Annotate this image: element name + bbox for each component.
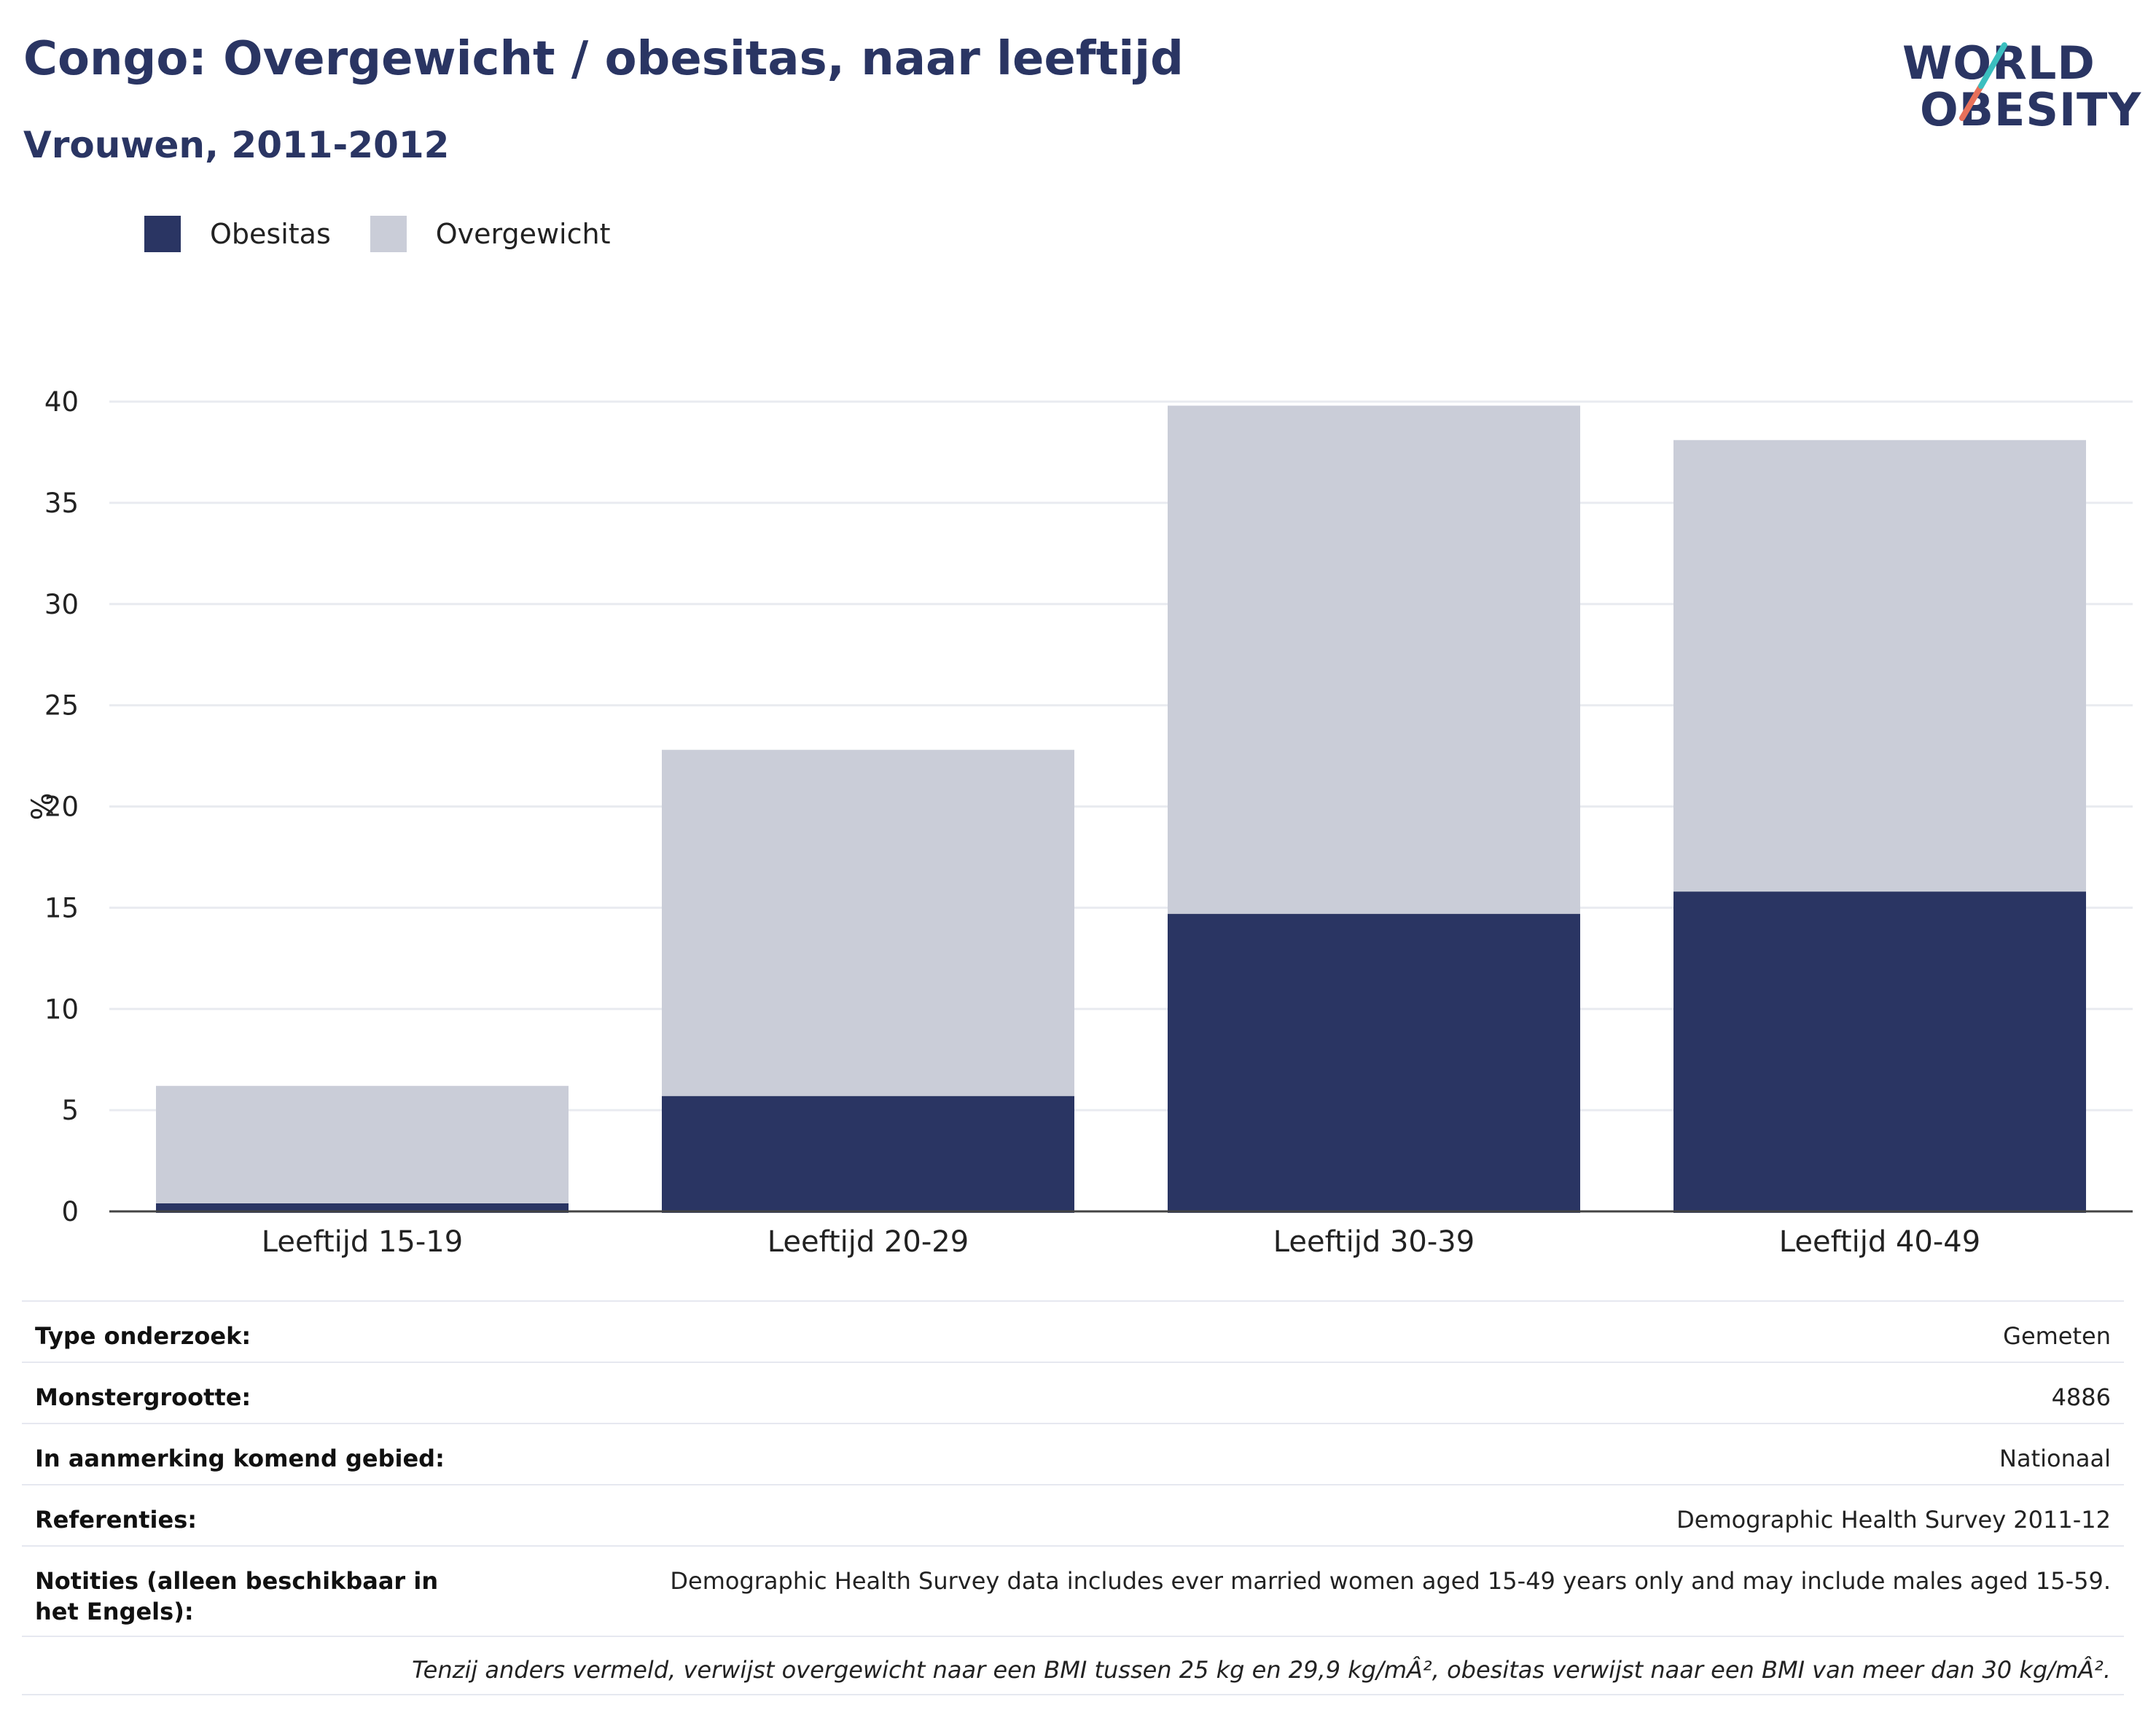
x-tick-label: Leeftijd 15-19 [262, 1225, 463, 1259]
legend-swatch-obesitas [144, 216, 181, 252]
legend-swatch-overgewicht [370, 216, 407, 252]
legend-label-obesitas: Obesitas [210, 218, 331, 250]
legend-item-obesitas[interactable]: Obesitas [144, 216, 331, 252]
info-value: Demographic Health Survey data includes … [670, 1567, 2111, 1595]
bar-overgewicht-3 [1168, 405, 1580, 914]
info-label: Type onderzoek: [35, 1322, 251, 1350]
legend-label-overgewicht: Overgewicht [435, 218, 611, 250]
info-label: Referenties: [35, 1506, 198, 1534]
bar-overgewicht-4 [1673, 440, 2086, 892]
logo-slash-icon [1959, 42, 2007, 121]
legend: Obesitas Overgewicht [144, 216, 650, 252]
info-value: Gemeten [2003, 1322, 2111, 1350]
survey-info-table: Type onderzoek: Gemeten Monstergrootte: … [22, 1300, 2124, 1695]
bar-overgewicht-2 [662, 749, 1074, 1096]
y-tick-label: 20 [44, 792, 79, 823]
info-row-references: Referenties: Demographic Health Survey 2… [22, 1484, 2124, 1545]
x-tick-label: Leeftijd 20-29 [768, 1225, 969, 1259]
y-tick-label: 30 [44, 589, 79, 620]
info-row-type: Type onderzoek: Gemeten [22, 1300, 2124, 1362]
info-value: Demographic Health Survey 2011-12 [1676, 1506, 2111, 1534]
info-row-sample-size: Monstergrootte: 4886 [22, 1362, 2124, 1423]
y-tick-label: 5 [61, 1095, 79, 1126]
info-value: Nationaal [1999, 1445, 2111, 1472]
info-row-area: In aanmerking komend gebied: Nationaal [22, 1423, 2124, 1484]
x-tick-label: Leeftijd 30-39 [1273, 1225, 1475, 1259]
y-tick-label: 40 [44, 386, 79, 418]
y-axis-label: % [26, 792, 60, 820]
logo-line-1: WORLD [1902, 36, 2096, 90]
world-obesity-logo: WORLD OBESITY [1902, 22, 2143, 153]
info-label: Monstergrootte: [35, 1383, 251, 1411]
bar-overgewicht-1 [156, 1085, 569, 1203]
info-label: In aanmerking komend gebied: [35, 1445, 445, 1472]
chart-title: Congo: Overgewicht / obesitas, naar leef… [23, 32, 1184, 86]
bar-obesitas-4 [1673, 891, 2086, 1213]
info-label: Notities (alleen beschikbaar in het Enge… [35, 1567, 439, 1625]
legend-item-overgewicht[interactable]: Overgewicht [370, 216, 611, 252]
info-row-notes: Notities (alleen beschikbaar in het Enge… [22, 1545, 2124, 1636]
y-tick-label: 10 [44, 993, 79, 1025]
logo-line-2: OBESITY [1920, 83, 2142, 136]
bar-obesitas-3 [1168, 913, 1580, 1213]
info-value: 4886 [2051, 1383, 2111, 1411]
y-tick-label: 15 [44, 892, 79, 923]
y-tick-label: 35 [44, 488, 79, 519]
chart-subtitle: Vrouwen, 2011-2012 [23, 124, 450, 166]
y-tick-label: 0 [61, 1196, 79, 1227]
bmi-footnote: Tenzij anders vermeld, verwijst overgewi… [22, 1636, 2124, 1695]
x-tick-label: Leeftijd 40-49 [1779, 1225, 1980, 1259]
stacked-bar-chart: 0 5 10 15 20 25 30 35 40% Leeftijd 15-19 Leeftijd … [26, 386, 2133, 1259]
y-tick-label: 25 [44, 690, 79, 722]
bar-obesitas-2 [662, 1096, 1074, 1213]
